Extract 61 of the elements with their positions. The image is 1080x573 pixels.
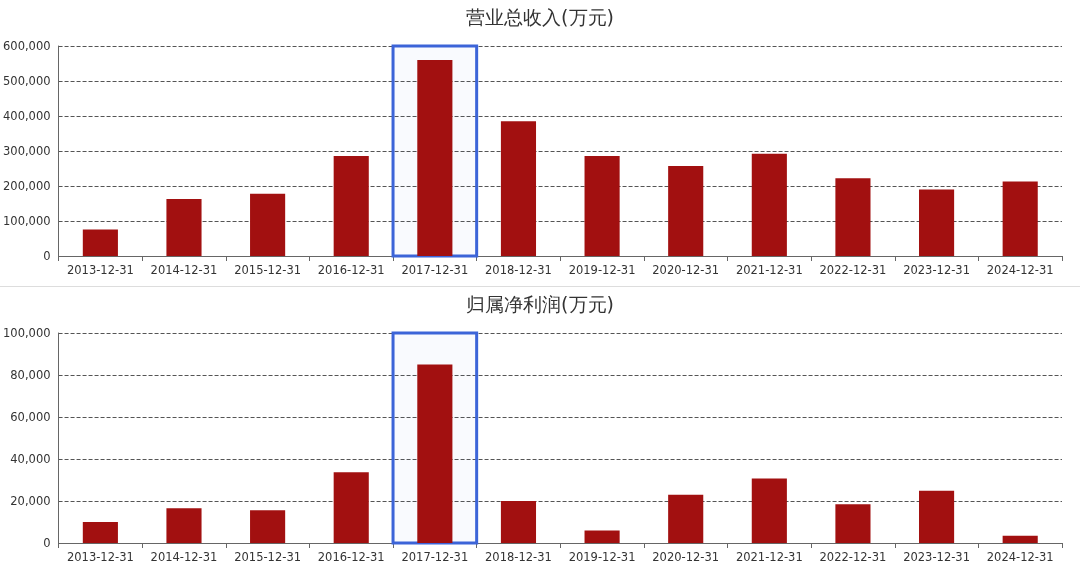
bar	[1002, 535, 1038, 543]
bar	[333, 155, 369, 256]
y-tick-label: 400,000	[2, 109, 51, 123]
y-tick-label: 60,000	[10, 410, 51, 424]
x-tick-label: 2016-12-31	[317, 550, 385, 564]
bar	[250, 510, 286, 543]
x-tick-label: 2024-12-31	[986, 263, 1054, 277]
bar	[82, 522, 118, 543]
bar	[250, 193, 286, 256]
x-tick-label: 2016-12-31	[317, 263, 385, 277]
x-tick-label: 2014-12-31	[150, 550, 218, 564]
x-tick-label: 2015-12-31	[234, 550, 302, 564]
x-tick-label: 2019-12-31	[568, 550, 636, 564]
y-tick-label: 200,000	[2, 179, 51, 193]
x-tick-label: 2021-12-31	[735, 263, 803, 277]
chart-title: 归属净利润(万元)	[466, 292, 614, 315]
bar	[500, 121, 537, 256]
y-tick-label: 20,000	[10, 494, 51, 508]
x-tick-label: 2022-12-31	[819, 550, 887, 564]
bar	[584, 155, 620, 256]
bar	[82, 229, 118, 256]
bar	[500, 501, 537, 543]
y-tick-label: 100,000	[2, 326, 51, 340]
y-tick-label: 80,000	[10, 368, 51, 382]
bar	[333, 472, 369, 543]
bar	[668, 494, 704, 543]
bar	[668, 166, 704, 256]
x-tick-label: 2023-12-31	[903, 263, 970, 277]
y-tick-label: 0	[43, 249, 51, 263]
x-tick-label: 2019-12-31	[568, 263, 636, 277]
bar	[751, 153, 787, 256]
bar	[835, 504, 871, 543]
x-tick-label: 2021-12-31	[735, 550, 803, 564]
x-tick-label: 2013-12-31	[66, 550, 134, 564]
x-tick-label: 2017-12-31	[401, 550, 469, 564]
y-tick-label: 100,000	[2, 214, 51, 228]
x-tick-label: 2018-12-31	[485, 550, 552, 564]
y-tick-label: 40,000	[10, 452, 51, 466]
x-tick-label: 2024-12-31	[986, 550, 1054, 564]
x-tick-label: 2023-12-31	[903, 550, 970, 564]
bar	[166, 508, 202, 543]
y-tick-label: 500,000	[2, 74, 51, 88]
bar	[1002, 181, 1038, 256]
x-tick-label: 2020-12-31	[652, 263, 720, 277]
x-tick-label: 2017-12-31	[401, 263, 469, 277]
y-tick-label: 0	[43, 536, 51, 550]
bar	[919, 490, 955, 543]
x-tick-label: 2015-12-31	[234, 263, 302, 277]
x-tick-label: 2014-12-31	[150, 263, 218, 277]
bar	[166, 198, 202, 256]
y-tick-label: 600,000	[2, 39, 51, 53]
x-tick-label: 2018-12-31	[485, 263, 552, 277]
x-tick-label: 2013-12-31	[66, 263, 134, 277]
bar	[835, 178, 871, 256]
x-tick-label: 2022-12-31	[819, 263, 887, 277]
chart-title: 营业总收入(万元)	[466, 5, 614, 28]
bar	[584, 530, 620, 543]
y-tick-label: 300,000	[2, 144, 51, 158]
bar	[919, 189, 955, 256]
x-tick-label: 2020-12-31	[652, 550, 720, 564]
bar	[751, 478, 787, 543]
